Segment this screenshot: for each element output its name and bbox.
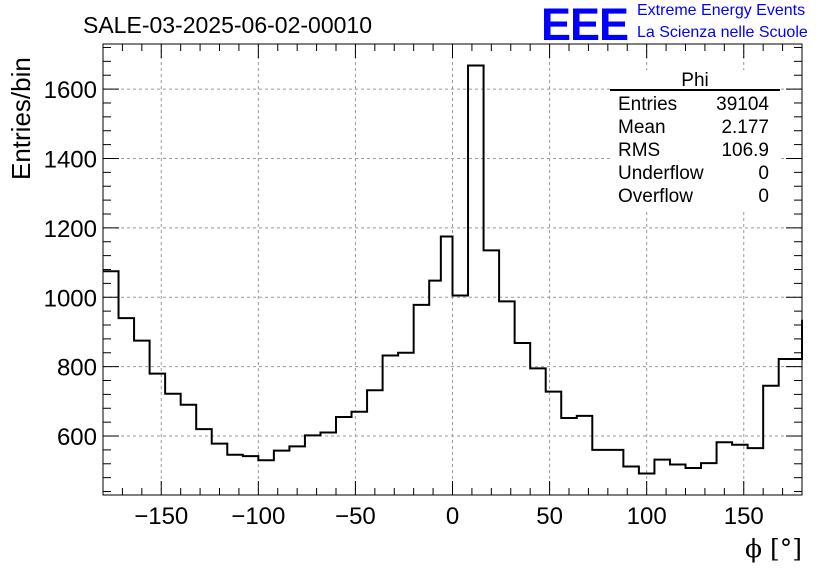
histogram-step-line xyxy=(103,64,803,475)
histogram-bin xyxy=(320,433,336,495)
y-tick-label: 1000 xyxy=(44,285,97,312)
histogram-bin xyxy=(530,368,546,495)
histogram-bin xyxy=(577,416,593,495)
x-axis-label: ϕ [°] xyxy=(745,534,802,563)
y-tick-label: 1600 xyxy=(44,77,97,104)
histogram-bin xyxy=(274,451,290,495)
histogram-bin xyxy=(639,473,655,495)
histogram-bin xyxy=(623,467,639,495)
stats-label: Mean xyxy=(618,117,666,138)
histogram-bin xyxy=(119,318,135,495)
stats-box: Phi Entries 39104 Mean 2.177 RMS 106.9 Underfl… xyxy=(610,70,780,210)
plot-frame xyxy=(102,43,803,496)
y-tick-label: 800 xyxy=(57,355,97,382)
histogram-bin xyxy=(134,341,150,495)
stats-title: Phi xyxy=(681,70,708,91)
stats-value: 0 xyxy=(758,186,769,207)
histogram-bin xyxy=(367,390,383,495)
histogram-bin xyxy=(103,271,119,495)
x-tick-label: −150 xyxy=(134,503,188,530)
histogram-bin xyxy=(592,450,608,495)
histogram-bin xyxy=(227,455,243,495)
stats-label: Entries xyxy=(618,94,677,115)
histogram-bin xyxy=(212,444,228,495)
histogram-bin xyxy=(150,374,166,495)
brand-line-1: Extreme Energy Events xyxy=(637,2,806,19)
stats-value: 106.9 xyxy=(721,140,769,161)
eee-logo: EEE xyxy=(541,0,629,50)
histogram-bin xyxy=(608,450,624,495)
histogram-bin xyxy=(654,460,670,495)
chart-title: SALE-03-2025-06-02-00010 xyxy=(83,12,372,38)
histogram-bin xyxy=(717,442,733,495)
histogram-bin xyxy=(670,464,686,495)
histogram-bin xyxy=(289,446,305,495)
histogram-bin xyxy=(701,463,717,495)
stats-value: 2.177 xyxy=(721,117,769,138)
histogram-bin xyxy=(763,386,779,495)
histogram-bin xyxy=(561,418,577,495)
histogram-bin xyxy=(686,468,702,495)
x-tick-label: 50 xyxy=(536,503,563,530)
stats-label: Overflow xyxy=(618,186,693,207)
histogram-bin xyxy=(305,435,321,495)
histogram-bin xyxy=(779,359,802,495)
brand-line-2: La Scienza nelle Scuole xyxy=(637,24,808,41)
histogram-bin xyxy=(243,456,259,495)
stats-label: Underflow xyxy=(618,163,704,184)
histogram-bin xyxy=(748,448,764,495)
x-tick-label: 150 xyxy=(724,503,764,530)
histogram-bin xyxy=(429,281,441,495)
histogram-bin xyxy=(414,305,430,495)
x-tick-label: −50 xyxy=(335,503,376,530)
y-tick-label: 1200 xyxy=(44,216,97,243)
histogram-bin xyxy=(468,66,484,495)
histogram-bin xyxy=(515,343,531,495)
histogram-bin xyxy=(181,405,197,495)
stats-value: 0 xyxy=(758,163,769,184)
histogram-bin xyxy=(196,429,212,495)
histogram-bin xyxy=(546,392,562,495)
histogram-bin xyxy=(258,460,274,495)
histogram-bin xyxy=(336,417,352,495)
histogram-bin xyxy=(499,301,515,495)
x-tick-label: 0 xyxy=(446,503,459,530)
histogram-bin xyxy=(165,394,181,495)
y-tick-label: 600 xyxy=(57,424,97,451)
histogram-bin xyxy=(398,353,414,495)
x-tick-label: −100 xyxy=(231,503,285,530)
histogram-bin xyxy=(484,250,500,495)
histogram-bin xyxy=(383,356,399,495)
x-tick-label: 100 xyxy=(627,503,667,530)
y-axis-label: Entries/bin xyxy=(6,57,36,180)
histogram-bin xyxy=(732,445,748,495)
y-tick-label: 1400 xyxy=(44,146,97,173)
stats-label: RMS xyxy=(618,140,660,161)
stats-value: 39104 xyxy=(716,94,769,115)
histogram-bin xyxy=(453,296,469,495)
histogram-bin xyxy=(441,237,453,495)
histogram-bin xyxy=(352,412,368,495)
